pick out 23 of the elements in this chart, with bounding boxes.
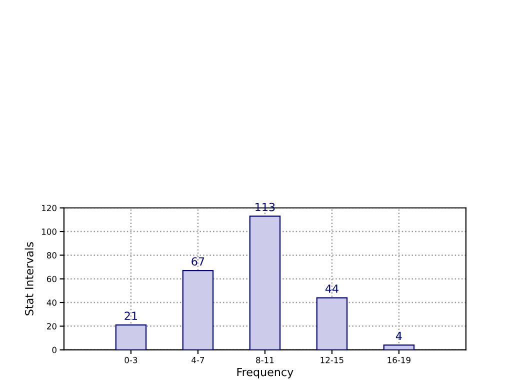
bar (249, 216, 281, 350)
x-tick-label: 16-19 (388, 356, 410, 364)
data-label: 67 (192, 257, 204, 266)
data-label: 44 (325, 284, 338, 293)
y-tick-label: 100 (42, 228, 56, 235)
y-axis-title: Stat Intervals (24, 242, 34, 316)
x-tick-label: 8-11 (256, 356, 274, 364)
bar (182, 270, 214, 350)
x-axis-title: Frequency (237, 368, 294, 378)
y-tick-label: 60 (46, 276, 56, 282)
y-tick-label: 120 (42, 204, 56, 212)
data-label: 4 (396, 332, 402, 340)
bar (316, 297, 348, 350)
bar (383, 344, 415, 350)
x-tick-label: 4-7 (192, 357, 204, 364)
x-tick-label: 12-15 (320, 356, 344, 364)
x-tick-label: 0-3 (124, 356, 138, 364)
data-label: 21 (124, 312, 137, 320)
bar (115, 324, 147, 350)
y-tick-label: 20 (47, 323, 56, 330)
y-tick-label: 80 (46, 252, 56, 258)
y-tick-label: 0 (52, 346, 56, 354)
y-tick-label: 40 (46, 299, 56, 306)
